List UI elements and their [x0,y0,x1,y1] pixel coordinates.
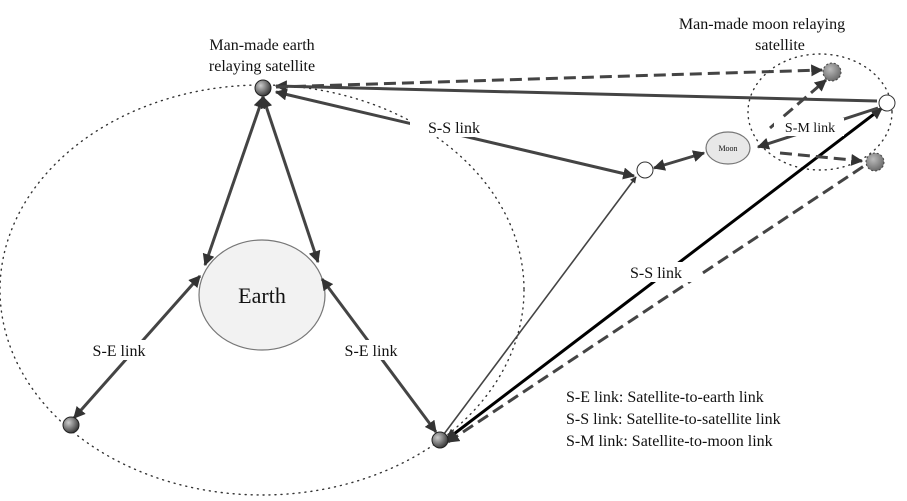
legend-item: S-M link: Satellite-to-moon link [566,433,773,450]
label: relaying satellite [209,58,315,75]
label: Man-made moon relaying [679,16,845,33]
label-bg [612,262,700,282]
legend-item: S-E link: Satellite-to-earth link [566,389,764,406]
satellite [865,152,885,172]
label-bg [774,118,844,136]
label: Man-made earth [209,37,314,54]
satellite [431,431,449,449]
label-bg [410,117,498,137]
label-bg [330,340,412,360]
satellite [636,161,654,179]
satellite [878,94,896,112]
link-label: S-E link [345,343,398,360]
legend-item: S-S link: Satellite-to-satellite link [566,411,781,428]
satellite [822,62,842,82]
earth-label: Earth [238,283,286,308]
moon-label: Moon [718,144,737,153]
link-label: S-M link [785,121,835,136]
satellite [62,416,80,434]
link-label: S-E link [93,343,146,360]
link-label: S-S link [428,120,480,137]
label: satellite [755,37,805,54]
link-label: S-S link [630,265,682,282]
satellite [254,79,272,97]
label-bg [78,340,160,360]
